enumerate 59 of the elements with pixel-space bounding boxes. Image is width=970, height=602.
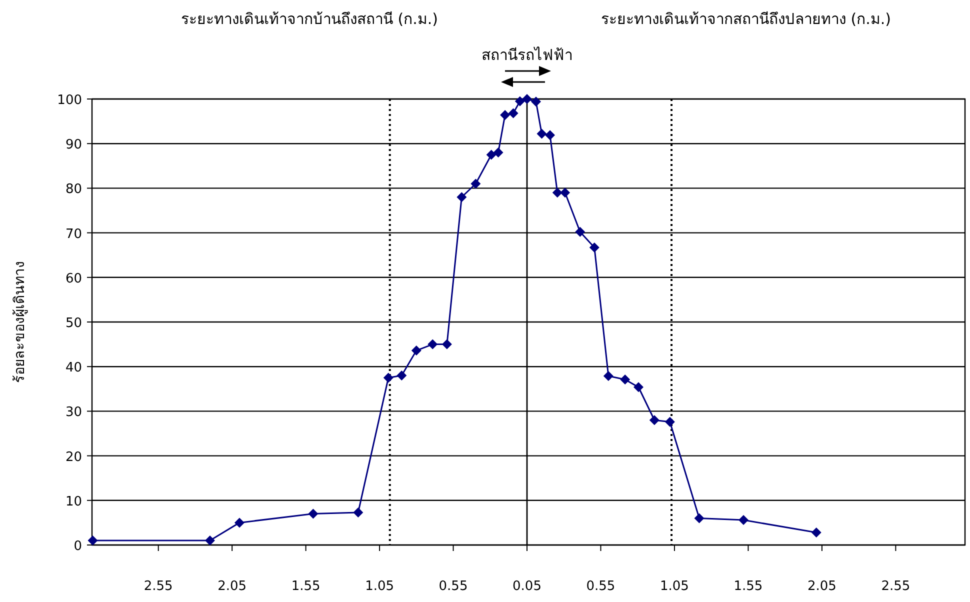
text: ระยะทางเดินเท้าจากสถานีถึงปลายทาง (ก.ม.)	[600, 10, 892, 28]
y-tick-label: 20	[65, 450, 82, 465]
point	[308, 508, 318, 519]
point	[508, 108, 518, 118]
x-tick-label: 2.55	[881, 579, 910, 594]
point	[353, 507, 364, 518]
point	[552, 188, 562, 198]
x-tick-label: 2.05	[807, 579, 836, 594]
point	[204, 536, 215, 546]
x-tick-label: 2.55	[144, 579, 173, 594]
point	[575, 226, 586, 237]
y-axis-title: ร้อยละของผู้เดินทาง	[12, 261, 28, 383]
point	[536, 128, 547, 139]
y-tick-label: 90	[65, 138, 82, 153]
y-tick-label: 30	[65, 405, 82, 420]
y-tick-label: 100	[57, 93, 82, 108]
point	[530, 96, 541, 107]
x-tick-label: 1.05	[660, 579, 689, 594]
x-tick-label: 0.05	[512, 579, 542, 594]
point	[738, 515, 748, 526]
point	[470, 178, 481, 189]
point	[428, 339, 438, 350]
x-tick-label: 2.05	[218, 579, 247, 594]
x-tick-label: 1.55	[734, 579, 763, 594]
point	[811, 528, 822, 538]
point	[383, 372, 394, 383]
point	[500, 110, 510, 120]
x-tick-label: 1.55	[291, 579, 320, 594]
point	[514, 96, 525, 106]
point	[456, 192, 467, 202]
point	[522, 94, 532, 104]
point	[633, 382, 644, 392]
point	[486, 150, 496, 160]
point	[649, 415, 660, 426]
point	[620, 374, 630, 385]
y-tick-label: 50	[65, 316, 82, 331]
y-tick-label: 80	[65, 182, 82, 198]
text: ระยะทางเดินเท้าจากบ้านถึงสถานี (ก.ม.)	[180, 10, 438, 28]
y-tick-label: 40	[65, 360, 82, 376]
x-tick-label: 0.55	[438, 579, 468, 594]
point	[589, 242, 600, 253]
point	[411, 346, 422, 356]
point	[603, 370, 614, 381]
point	[88, 536, 98, 546]
point	[493, 148, 504, 158]
x-tick-label: 0.55	[586, 579, 616, 594]
y-tick-label: 10	[65, 494, 82, 510]
text: สถานีรถไฟฟ้า	[482, 46, 572, 64]
point	[442, 339, 452, 350]
x-tick-label: 1.05	[365, 579, 394, 594]
point	[694, 513, 704, 524]
point	[560, 188, 570, 198]
point	[664, 416, 675, 427]
y-tick-label: 0	[74, 539, 82, 554]
y-tick-label: 60	[65, 271, 82, 286]
point	[234, 518, 244, 528]
point	[396, 370, 407, 381]
y-tick-label: 70	[65, 226, 82, 242]
point	[545, 130, 556, 140]
